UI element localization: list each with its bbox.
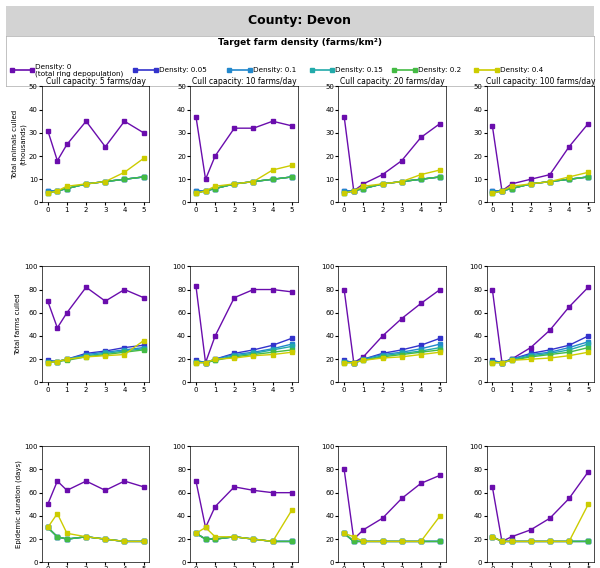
Title: Cull capacity: 20 farms/day: Cull capacity: 20 farms/day — [340, 77, 445, 86]
Text: Density: 0.4: Density: 0.4 — [500, 68, 543, 73]
Title: Cull capacity: 10 farms/day: Cull capacity: 10 farms/day — [191, 77, 296, 86]
Text: County: Devon: County: Devon — [248, 15, 352, 27]
Y-axis label: Epidemic duration (days): Epidemic duration (days) — [15, 460, 22, 548]
Y-axis label: Total farms culled: Total farms culled — [16, 294, 22, 355]
Text: Density: 0
(total ring depopulation): Density: 0 (total ring depopulation) — [35, 64, 124, 77]
Text: Target farm density (farms/km²): Target farm density (farms/km²) — [218, 38, 382, 47]
Text: Density: 0.1: Density: 0.1 — [253, 68, 296, 73]
Text: Density: 0.2: Density: 0.2 — [418, 68, 461, 73]
Title: Cull capacity: 5 farms/day: Cull capacity: 5 farms/day — [46, 77, 146, 86]
Text: Density: 0.15: Density: 0.15 — [335, 68, 383, 73]
Title: Cull capacity: 100 farms/day: Cull capacity: 100 farms/day — [485, 77, 595, 86]
Y-axis label: Total animals culled
(thousands): Total animals culled (thousands) — [13, 110, 26, 179]
Text: Density: 0.05: Density: 0.05 — [159, 68, 207, 73]
